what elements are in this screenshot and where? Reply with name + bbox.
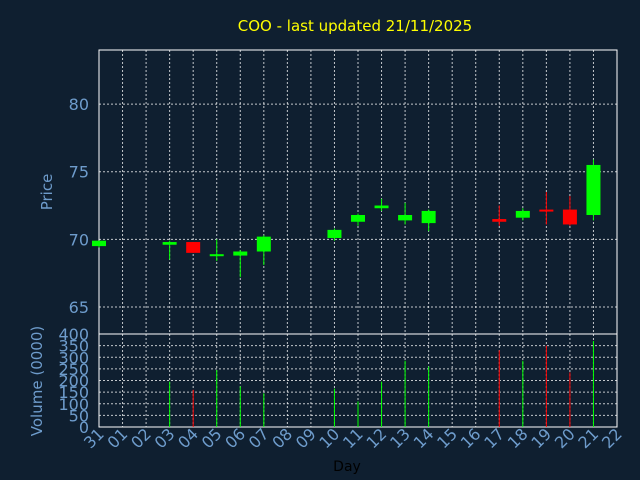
grid-lines	[99, 50, 617, 427]
candle-body	[92, 240, 106, 247]
chart-title: COO - last updated 21/11/2025	[238, 17, 472, 35]
price-tick-label: 80	[69, 95, 89, 114]
candle-body	[539, 209, 554, 212]
price-tick-label: 65	[69, 298, 89, 317]
x-tick-labels: 3101020304050607080910111213141516171819…	[80, 424, 626, 452]
volume-tick-label: 50	[69, 406, 89, 425]
volume-tick-label: 300	[58, 348, 89, 367]
candle-body	[492, 219, 507, 222]
candle-body	[421, 210, 436, 224]
candlestick-series	[92, 159, 601, 278]
candle-body	[327, 229, 342, 238]
price-tick-label: 75	[69, 163, 89, 182]
candle-body	[209, 254, 224, 257]
price-tick-label: 70	[69, 230, 89, 249]
volume-tick-label: 200	[58, 372, 89, 391]
volume-series	[169, 340, 594, 427]
volume-axis-label: Volume (0000)	[28, 326, 46, 436]
candle-body	[586, 164, 601, 215]
candle-body	[374, 205, 389, 209]
volume-tick-label: 400	[58, 325, 89, 344]
volume-tick-label: 150	[58, 383, 89, 402]
candle-body	[256, 236, 271, 252]
volume-tick-label: 350	[58, 337, 89, 356]
candle-body	[398, 214, 413, 221]
x-tick-label: 22	[598, 424, 626, 452]
volume-tick-label: 100	[58, 395, 89, 414]
volume-tick-label: 0	[79, 418, 89, 437]
volume-tick-label: 250	[58, 360, 89, 379]
candle-body	[162, 242, 177, 245]
candle-body	[186, 242, 201, 253]
x-axis-label: Day	[333, 459, 361, 475]
price-axis-label: Price	[38, 174, 56, 211]
candle-body	[233, 251, 248, 256]
candle-body	[515, 210, 530, 218]
candle-body	[351, 214, 365, 222]
candle-body	[562, 209, 577, 225]
